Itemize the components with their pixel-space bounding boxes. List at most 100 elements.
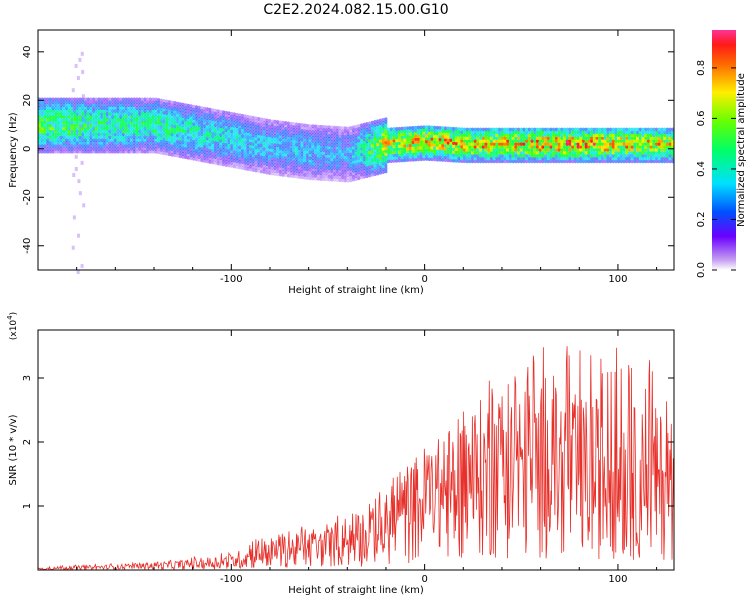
spectrogram-cell: [189, 156, 193, 161]
spectrogram-cell: [257, 140, 261, 144]
spectrogram-cell: [633, 156, 637, 161]
spectrogram-cell: [178, 108, 182, 112]
spectrogram-cell: [554, 147, 558, 152]
spectrogram-cell: [65, 103, 69, 107]
spectrogram-cell: [254, 116, 258, 121]
spectrogram-cell: [324, 125, 328, 129]
spectrogram-cell: [276, 163, 280, 168]
spectrogram-cell: [208, 145, 212, 150]
spectrogram-cell: [373, 152, 377, 156]
spectrogram-cell: [579, 145, 583, 149]
spectrogram-cell: [151, 135, 155, 139]
snr-multiplier-close: ): [9, 312, 19, 316]
spectrogram-cell: [590, 142, 594, 146]
spectrogram-cell: [627, 147, 631, 152]
spectrogram-cell: [368, 167, 372, 172]
spectrogram-cell: [102, 138, 106, 142]
spectrogram-cell: [357, 138, 361, 143]
spectrogram-cell: [652, 136, 656, 140]
spectrogram-cell: [343, 143, 347, 148]
spectrogram-cell: [335, 149, 339, 153]
spectrogram-cell: [387, 153, 391, 158]
spectrogram-cell: [606, 153, 610, 158]
spectrogram-cell: [665, 136, 669, 140]
spectrogram-cell: [159, 127, 163, 132]
spectrogram-cell: [546, 153, 550, 158]
spectrogram-cell: [173, 106, 177, 111]
spectrogram-cell: [425, 125, 429, 129]
spectrogram-cell: [232, 132, 236, 137]
spectrogram-cell: [617, 130, 621, 135]
spectrogram-cell: [330, 134, 334, 138]
y-tick-label: 0: [22, 146, 33, 152]
spectrogram-cell: [330, 163, 334, 167]
spectrogram-cell: [435, 157, 439, 162]
spectrogram-cell: [154, 117, 158, 122]
spectrogram-cell: [327, 151, 331, 156]
spectrogram-cell: [211, 131, 215, 136]
spectrogram-cell: [365, 133, 369, 138]
spectrogram-cell: [219, 159, 223, 163]
spectrogram-cell: [392, 133, 396, 137]
spectrogram-streak-cell: [71, 245, 75, 250]
spectrogram-cell: [308, 130, 312, 134]
spectrogram-cell: [170, 141, 174, 145]
spectrogram-cell: [384, 166, 388, 171]
spectrogram-cell: [646, 139, 650, 143]
spectrogram-cell: [322, 168, 326, 173]
spectrogram-cell: [130, 103, 134, 107]
spectrogram-cell: [124, 126, 128, 131]
spectrogram-cell: [124, 149, 128, 154]
spectrogram-cell: [111, 117, 115, 122]
spectrogram-cell: [527, 127, 531, 132]
spectrogram-cell: [546, 127, 550, 132]
spectrogram-cell: [273, 122, 277, 127]
spectrogram-cell: [273, 157, 277, 162]
spectrogram-cell: [338, 140, 342, 145]
spectrogram-cell: [332, 160, 336, 165]
spectrogram-cell: [360, 158, 364, 162]
spectrogram-cell: [538, 159, 542, 164]
spectrogram-cell: [370, 138, 374, 142]
spectrogram-cell: [319, 151, 323, 155]
spectrogram-cell: [332, 140, 336, 144]
spectrogram-cell: [314, 162, 318, 166]
spectrogram-cell: [641, 142, 645, 146]
spectrogram-cell: [598, 127, 602, 132]
spectrogram-cell: [132, 141, 136, 145]
spectrogram-cell: [143, 106, 147, 110]
spectrogram-cell: [389, 127, 393, 131]
spectrogram-cell: [51, 97, 55, 102]
spectrogram-cell: [487, 150, 491, 155]
spectrogram-cell: [452, 135, 456, 140]
spectrogram-cell: [292, 157, 296, 161]
spectrogram-cell: [265, 130, 269, 134]
spectrogram-cell: [600, 139, 604, 143]
spectrogram-cell: [638, 153, 642, 158]
spectrogram-cell: [322, 162, 326, 167]
spectrogram-cell: [59, 123, 63, 128]
spectrogram-cell: [557, 127, 561, 132]
spectrogram-cell: [324, 145, 328, 150]
spectrogram-cell: [668, 136, 672, 140]
spectrogram-cell: [457, 147, 461, 152]
spectrogram-cell: [403, 141, 407, 145]
spectrogram-cell: [349, 158, 353, 162]
spectrogram-cell: [406, 140, 410, 145]
spectrogram-cell: [197, 111, 201, 116]
spectrogram-cell: [176, 113, 180, 117]
spectrogram-cell: [644, 159, 648, 164]
spectrogram-cell: [102, 117, 106, 122]
spectrogram-cell: [92, 106, 96, 110]
spectrogram-cell: [181, 152, 185, 156]
spectrogram-cell: [178, 105, 182, 109]
spectrogram-cell: [579, 139, 583, 143]
spectrogram-cell: [360, 149, 364, 154]
spectrogram-cell: [492, 142, 496, 146]
spectrogram-cell: [216, 112, 220, 116]
spectrogram-cell: [286, 168, 290, 172]
spectrogram-cell: [384, 160, 388, 165]
spectrogram-cell: [89, 126, 93, 131]
spectrogram-cell: [406, 158, 410, 162]
spectrogram-cell: [311, 156, 315, 160]
